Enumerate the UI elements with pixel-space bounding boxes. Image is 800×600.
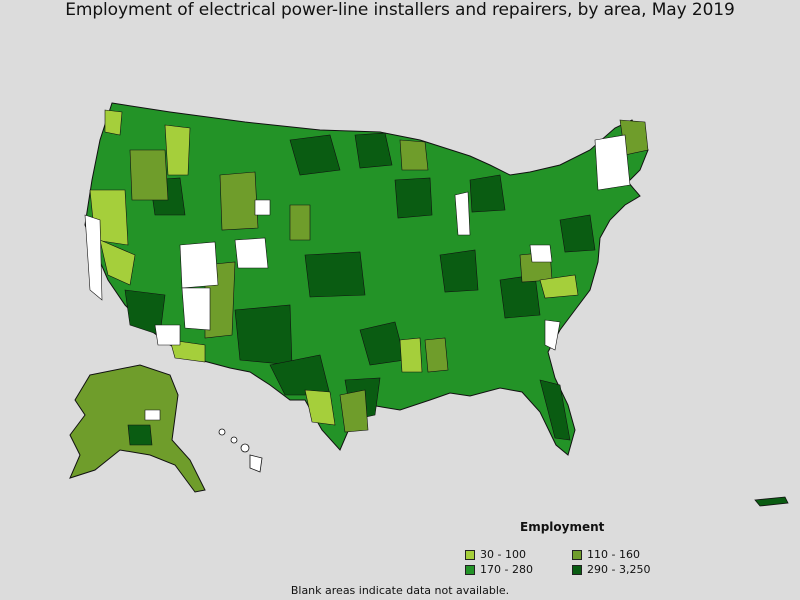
legend-label: 170 - 280 — [480, 563, 533, 576]
alaska-nodata-region — [144, 409, 161, 421]
legend-item-110-160: 110 - 160 — [572, 548, 640, 561]
puerto-rico-region — [754, 496, 789, 507]
region-nodata-4 — [84, 214, 103, 301]
legend-item-170-280: 170 - 280 — [465, 563, 533, 576]
region-dark-14 — [469, 174, 506, 213]
region-dark-2 — [354, 132, 393, 169]
region-olive-7 — [399, 139, 429, 171]
region-dark-10 — [559, 214, 596, 253]
legend-label: 290 - 3,250 — [587, 563, 651, 576]
region-olive-9 — [424, 337, 449, 373]
region-nodata-3 — [234, 237, 269, 269]
region-light-5 — [164, 124, 191, 176]
region-nodata-2 — [181, 287, 211, 331]
region-light-7 — [399, 337, 423, 373]
region-dark-3 — [304, 251, 366, 298]
alaska-dark-region — [127, 424, 153, 446]
region-nodata-7 — [544, 319, 561, 351]
region-light-4 — [304, 389, 336, 426]
region-dark-1 — [289, 134, 341, 176]
legend-swatch — [572, 564, 582, 575]
region-nodata-9 — [454, 191, 471, 236]
region-olive-5 — [339, 389, 369, 433]
region-nodata-10 — [154, 324, 181, 346]
region-light-8 — [104, 109, 123, 136]
region-dark-4 — [234, 304, 293, 366]
legend-label: 30 - 100 — [480, 548, 526, 561]
region-dark-8 — [439, 249, 479, 293]
map-title: Employment of electrical power-line inst… — [65, 0, 735, 20]
region-olive-1 — [219, 171, 259, 231]
region-olive-8 — [289, 204, 311, 241]
region-dark-12 — [394, 177, 433, 219]
region-olive-2 — [129, 149, 169, 201]
region-nodata-8 — [254, 199, 271, 216]
legend-swatch — [465, 564, 475, 575]
region-nodata-6 — [529, 244, 553, 263]
region-nodata-1 — [179, 241, 219, 289]
legend-title: Employment — [520, 520, 605, 534]
region-dark-11 — [539, 379, 571, 441]
legend-swatch — [465, 549, 475, 560]
region-light-3 — [169, 339, 206, 363]
region-light-6 — [539, 274, 579, 299]
region-light-2 — [99, 239, 136, 286]
legend-label: 110 - 160 — [587, 548, 640, 561]
legend-item-30-100: 30 - 100 — [465, 548, 526, 561]
region-nodata-5 — [594, 134, 631, 191]
footnote: Blank areas indicate data not available. — [290, 584, 510, 597]
legend-item-290-3250: 290 - 3,250 — [572, 563, 650, 576]
legend-swatch — [572, 549, 582, 560]
hawaii-islands — [218, 428, 263, 473]
